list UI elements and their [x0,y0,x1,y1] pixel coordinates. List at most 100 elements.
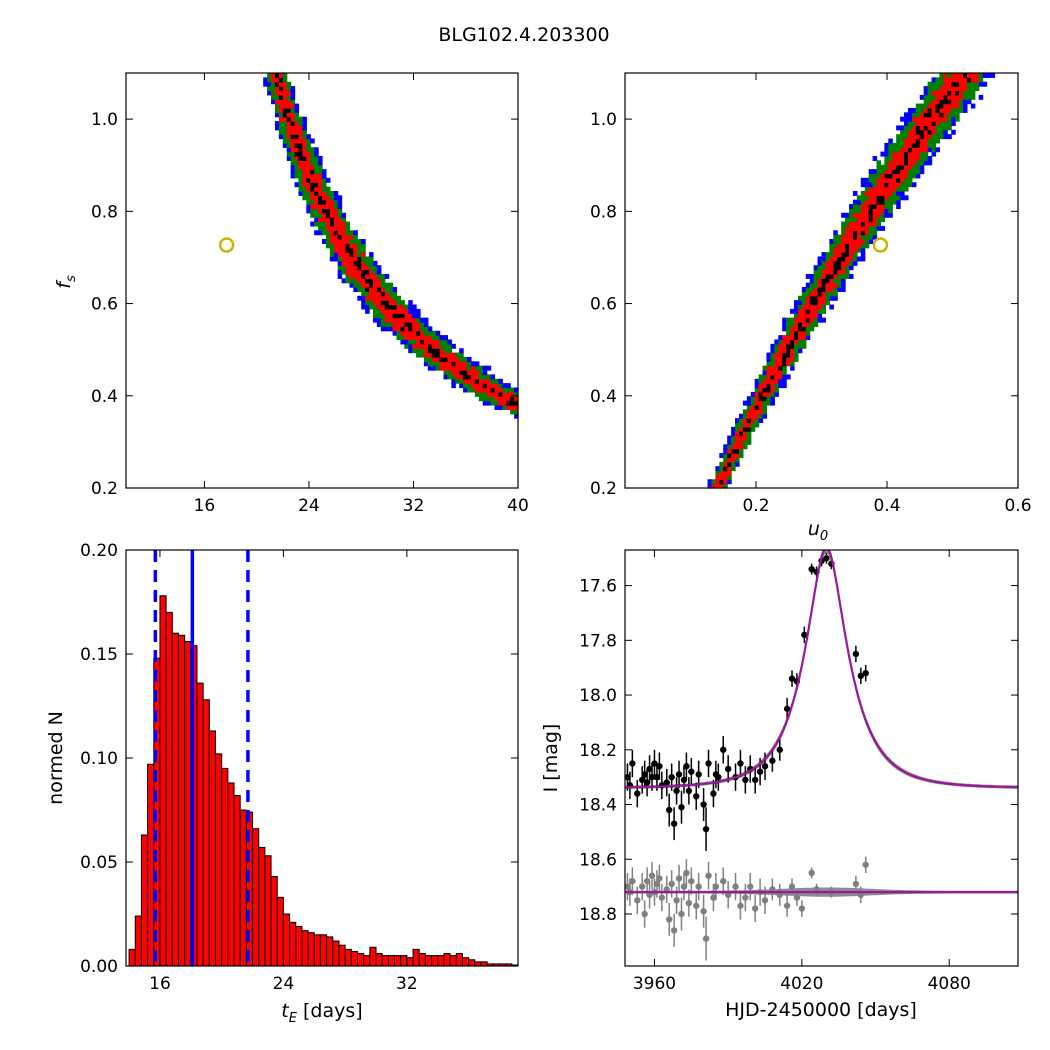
heatmap-cell [735,439,740,445]
heatmap-cell [290,99,296,105]
heatmap-cell [880,190,885,196]
heatmap-cell [376,287,382,293]
heatmap-cell [353,252,358,258]
histogram-bar [474,961,482,967]
heatmap-cell [376,273,382,279]
heatmap-cell [900,134,905,140]
heatmap-cell [451,378,456,384]
heatmap-cell [494,383,499,389]
best-fit-marker [872,237,889,253]
heatmap-cell [970,77,976,83]
heatmap-cell [790,317,795,323]
heatmap-cell [286,125,292,131]
heatmap-cell [278,73,284,78]
heatmap-cell [325,208,331,214]
heatmap-cell [482,378,488,384]
heatmap-cell [868,230,874,236]
heatmap-cell [435,356,441,362]
heatmap-cell [376,300,382,306]
residual-point [798,905,806,912]
heatmap-cell [369,300,374,306]
heatmap-cell [514,391,519,397]
heatmap-cell [271,90,276,96]
residual-point [732,883,739,890]
heatmap-cell [494,400,499,406]
heatmap-cell [813,317,819,323]
panel-te-fs: 16 24 32 400.20.40.60.81.0 fs [53,72,529,516]
heatmap-cell [766,365,772,371]
heatmap-cell [766,374,772,380]
heatmap-cell [502,400,507,406]
heatmap-cell [267,77,272,83]
heatmap-cell [372,269,378,275]
heatmap-cell [738,435,744,441]
heatmap-cell [923,86,929,92]
heatmap-cell [935,129,940,135]
heatmap-cell [837,278,842,284]
heatmap-cell [333,256,339,262]
heatmap-cell [267,90,272,96]
heatmap-cell [416,352,421,358]
heatmap-cell [829,265,834,271]
heatmap-cell [860,190,866,196]
heatmap-cell [758,418,764,424]
heatmap-cell [805,330,811,336]
heatmap-cell [841,247,846,253]
heatmap-cell [782,343,787,349]
heatmap-cell [365,269,370,275]
heatmap-cell [380,300,386,306]
heatmap-cell [451,352,456,358]
heatmap-cell [723,444,728,450]
heatmap-cell [943,112,948,118]
x-label-sub: E [289,1011,298,1026]
heatmap-cell [860,212,866,218]
heatmap-cell [361,243,366,249]
heatmap-cell [872,221,878,227]
heatmap-cell [762,413,768,419]
heatmap-cell [727,461,732,467]
heatmap-cell [423,352,429,358]
residual-point [808,869,815,877]
heatmap-cell [353,239,358,244]
heatmap-cell [384,308,390,314]
heatmap-cell [274,112,280,118]
heatmap-cell [286,112,292,118]
heatmap-cell [770,374,775,380]
heatmap-cell [294,129,300,135]
heatmap-cell [900,164,905,170]
heatmap-cell [872,212,878,218]
heatmap-cell [962,86,968,92]
heatmap-cell [302,186,307,192]
heatmap-cell [813,282,819,288]
heatmap-cell [837,256,842,262]
heatmap-cell [884,199,889,205]
heatmap-cell [474,361,480,367]
heatmap-cell [294,142,300,148]
heatmap-cell [400,339,405,345]
heatmap-cell [849,208,854,214]
heatmap-cell [376,313,382,319]
heatmap-cell [974,77,980,83]
heatmap-cell [412,348,417,354]
heatmap-cell [310,177,315,183]
heatmap-cell [766,370,772,376]
heatmap-cell [841,260,846,266]
heatmap-cell [278,94,284,100]
heatmap-cell [306,182,311,188]
heatmap-cell [455,374,460,380]
heatmap-cell [770,356,775,362]
heatmap-cell [904,134,909,140]
heatmap-cell [510,391,515,397]
heatmap-cell [900,177,905,183]
heatmap-cell [325,199,331,205]
data-point [651,760,658,767]
heatmap-cell [801,339,807,345]
heatmap-cell [365,308,370,314]
heatmap-cell [711,479,716,485]
heatmap-cell [829,260,834,266]
heatmap-cell [380,273,386,279]
heatmap-cell [790,326,795,332]
heatmap-cell [502,396,507,402]
heatmap-cell [400,313,405,319]
heatmap-cell [911,151,917,157]
